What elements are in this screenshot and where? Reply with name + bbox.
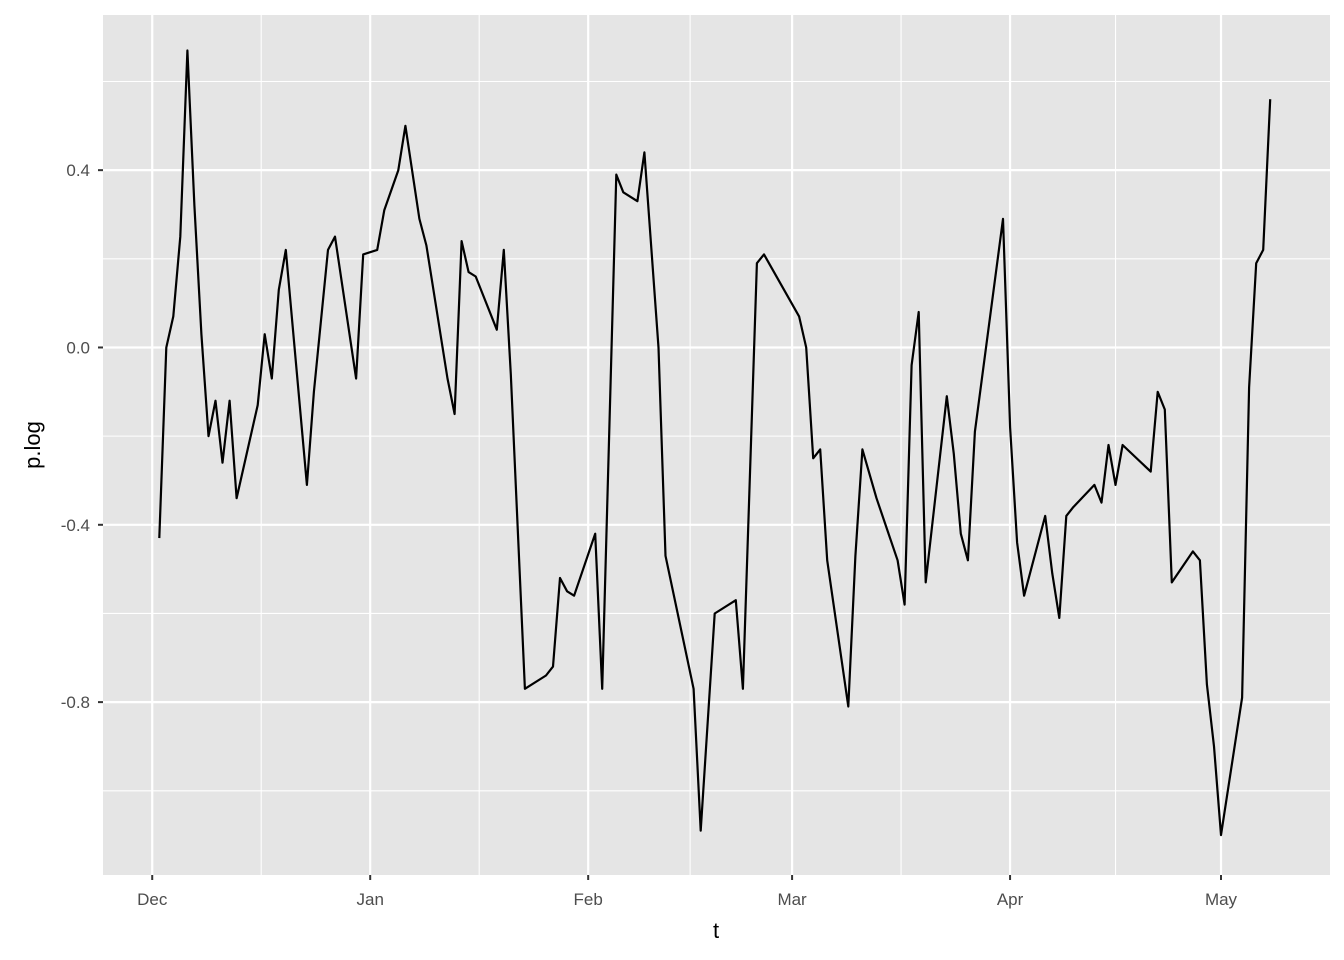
y-tick-label: -0.4 [61,516,90,535]
x-tick-label: Jan [356,890,383,909]
x-tick-label: Feb [574,890,603,909]
x-tick-label: Dec [137,890,168,909]
y-tick-label: 0.4 [66,161,90,180]
x-tick-label: Mar [777,890,807,909]
minor-gridlines [103,15,1330,875]
x-axis: Dec Jan Feb Mar Apr May [137,875,1238,909]
x-axis-title: t [713,918,719,943]
x-tick-label: May [1205,890,1238,909]
y-tick-label: 0.0 [66,338,90,357]
y-tick-label: -0.8 [61,693,90,712]
major-gridlines [103,15,1330,875]
plot-panel [103,15,1330,875]
y-axis: -0.8 -0.4 0.0 0.4 [61,161,103,712]
y-axis-title: p.log [20,421,45,469]
series-line [158,49,1272,837]
series-layer [158,49,1272,837]
x-tick-label: Apr [997,890,1024,909]
